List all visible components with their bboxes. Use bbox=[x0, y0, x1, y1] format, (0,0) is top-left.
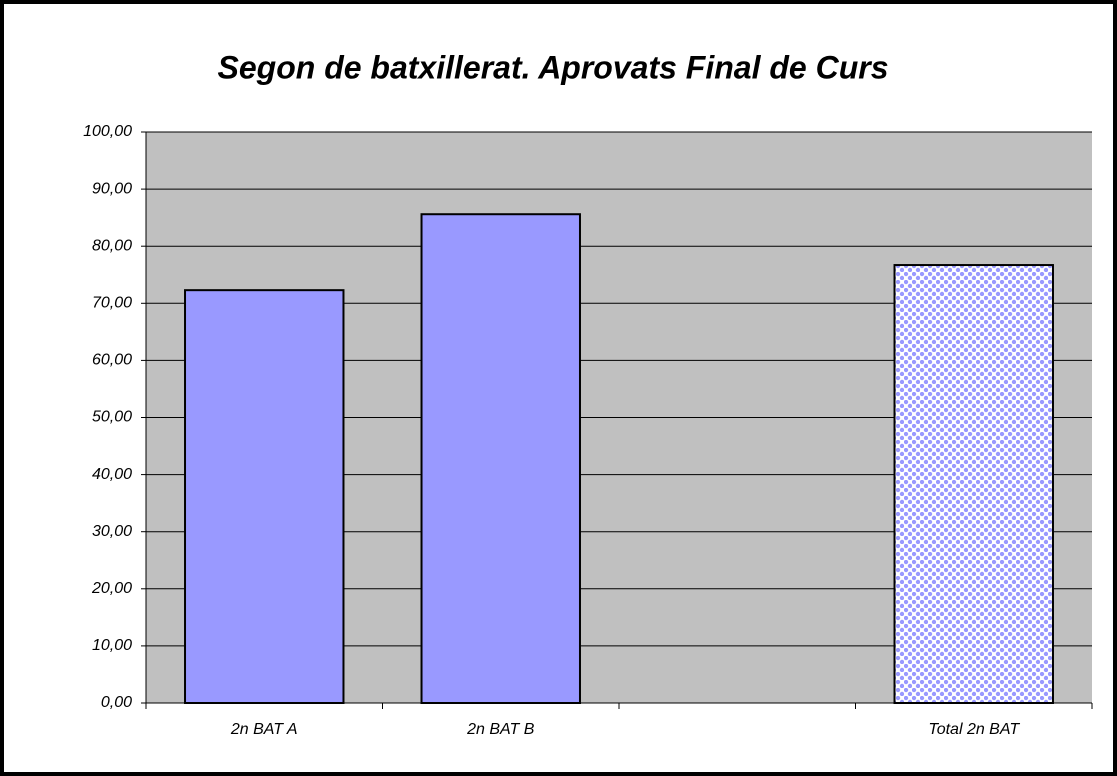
y-tick-label: 70,00 bbox=[92, 295, 132, 312]
y-tick-label: 60,00 bbox=[92, 352, 132, 369]
bar bbox=[420, 213, 581, 704]
y-tick-label: 100,00 bbox=[83, 123, 132, 140]
y-tick-label: 40,00 bbox=[92, 466, 132, 483]
x-tick-label: Total 2n BAT bbox=[928, 721, 1020, 738]
y-tick-label: 90,00 bbox=[92, 180, 132, 197]
y-tick-label: 20,00 bbox=[91, 580, 132, 597]
y-tick-label: 50,00 bbox=[92, 409, 132, 426]
chart-title: Segon de batxillerat. Aprovats Final de … bbox=[218, 49, 889, 85]
bar bbox=[893, 264, 1054, 704]
y-tick-label: 30,00 bbox=[92, 523, 132, 540]
x-tick-label: 2n BAT B bbox=[466, 721, 535, 738]
x-tick-label: 2n BAT A bbox=[230, 721, 298, 738]
y-tick-label: 10,00 bbox=[92, 637, 132, 654]
y-tick-label: 80,00 bbox=[92, 237, 132, 254]
y-tick-label: 0,00 bbox=[101, 694, 132, 711]
bar bbox=[184, 289, 345, 704]
